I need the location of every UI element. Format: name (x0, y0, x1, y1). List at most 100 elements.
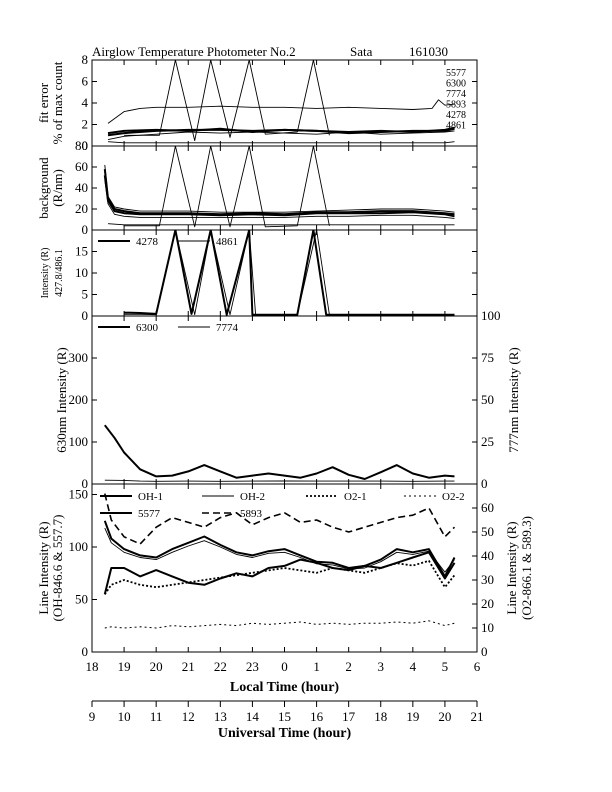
line-intensity-ytick-label: 150 (69, 487, 89, 502)
line-intensity-legend-label: O2-2 (442, 491, 465, 503)
ut-tick-label: 15 (278, 709, 291, 724)
intensity-630-777-ylabel-right: 777nm Intensity (R) (506, 347, 521, 452)
ut-tick-label: 9 (89, 709, 96, 724)
series-line-line-intensity-OH-2 (104, 527, 455, 573)
ut-tick-label: 19 (406, 709, 419, 724)
line-intensity-ytick-right-label: 20 (481, 596, 494, 611)
background-ytick-label: 40 (75, 180, 88, 195)
intensity-630-777-legend-label: 6300 (136, 322, 159, 334)
background-ylabel: background (36, 157, 51, 219)
series-line-intensity-4278-4278 (124, 230, 455, 316)
panel-intensity-4278: 0 5 10 15 Intensity (R) 427.8/486.1 4278 4861 (40, 229, 478, 323)
intensity-630-777-ytick-right-label: 0 (481, 476, 488, 491)
series-line-background-5893 (104, 164, 455, 213)
line-intensity-ytick-right-label: 10 (481, 620, 494, 635)
line-intensity-ylabel: Line Intensity (R) (36, 521, 51, 614)
series-line-line-intensity-O2-2 (104, 620, 455, 629)
line-intensity-ytick-label: 50 (75, 592, 88, 607)
intensity-630-777-ytick-label: 200 (69, 392, 89, 407)
fit-error-series-label: 5893 (446, 100, 466, 111)
background-series-group (103, 146, 455, 228)
line-intensity-series-group (103, 493, 456, 629)
intensity-630-777-ytick-right-label: 100 (481, 308, 501, 323)
title-date: 161030 (409, 44, 448, 59)
intensity-630-777-ytick-right-label: 25 (481, 434, 494, 449)
ut-tick-label: 17 (342, 709, 356, 724)
ut-tick-label: 13 (214, 709, 227, 724)
background-ytick-label: 0 (82, 222, 89, 237)
series-line-line-intensity-5577 (103, 551, 456, 595)
series-line-background-4861 (107, 223, 455, 226)
ut-axis-label: Universal Time (hour) (218, 726, 352, 741)
local-time-tick-label: 22 (214, 659, 227, 674)
series-line-intensity-630-777-7774 (104, 479, 455, 482)
series-line-line-intensity-OH-1 (103, 520, 456, 578)
intensity-630-777-ytick-label: 100 (69, 434, 89, 449)
panel-line-intensity: 0 50 100 150 0 10 20 30 40 50 60 Line Intensity (R)… (36, 483, 534, 659)
fit-error-series-label: 7774 (446, 89, 466, 100)
fit-error-ytick-label: 8 (82, 52, 89, 67)
fit-error-ylabel: fit error (36, 82, 51, 123)
figure-title: Airglow Temperature Photometer No.2 Sata… (92, 44, 448, 59)
local-time-tick-label: 19 (118, 659, 131, 674)
local-time-tick-label: 18 (86, 659, 99, 674)
local-time-tick-label: 1 (313, 659, 320, 674)
series-line-fit-error-5893 (107, 127, 455, 135)
background-ytick-label: 80 (75, 138, 88, 153)
intensity-4278-ytick-label: 10 (75, 265, 88, 280)
fit-error-ylabel: % of max count (50, 61, 65, 144)
line-intensity-legend-label: 5577 (138, 508, 161, 520)
line-intensity-ytick-right-label: 60 (481, 500, 494, 515)
local-time-tick-label: 6 (474, 659, 481, 674)
line-intensity-ytick-right-label: 50 (481, 524, 494, 539)
background-ytick-label: 60 (75, 159, 88, 174)
intensity-4278-ytick-label: 0 (82, 308, 89, 323)
line-intensity-ytick-right-label: 0 (481, 644, 488, 659)
local-time-axis-label: Local Time (hour) (230, 680, 339, 695)
local-time-tick-label: 21 (182, 659, 195, 674)
series-line-line-intensity-O2-1 (104, 559, 456, 595)
intensity-630-777-ytick-right-label: 50 (481, 392, 494, 407)
intensity-4278-series-group (124, 230, 455, 316)
background-ylabel: (R/nm) (50, 169, 65, 207)
panel-fit-error: 0 2 4 6 8 fit error% of max count 557763007774… (36, 52, 478, 153)
intensity-630-777-ytick-label: 0 (82, 476, 89, 491)
line-intensity-ylabel: (OH-846.6 & 557.7) (50, 515, 65, 622)
background-ytick-label: 20 (75, 201, 88, 216)
intensity-630-777-ytick-right-label: 75 (481, 350, 494, 365)
fit-error-series-label: 6300 (446, 79, 466, 90)
line-intensity-ytick-label: 0 (82, 644, 89, 659)
local-time-tick-label: 2 (345, 659, 352, 674)
ut-tick-label: 16 (310, 709, 324, 724)
local-time-tick-label: 3 (378, 659, 385, 674)
line-intensity-legend-label: OH-1 (138, 491, 163, 503)
title-instrument: Airglow Temperature Photometer No.2 (92, 44, 296, 59)
series-line-fit-error-5577 (107, 99, 455, 124)
series-line-intensity-4278-4861 (124, 230, 455, 316)
line-intensity-legend-label: 5893 (240, 508, 263, 520)
ut-tick-label: 21 (471, 709, 484, 724)
panel-background: 0 20 40 60 80 background (R/nm) (36, 138, 478, 237)
line-intensity-ylabel-right: Line Intensity (R) (504, 521, 519, 614)
line-intensity-ytick-right-label: 30 (481, 572, 494, 587)
series-line-background-7774 (104, 179, 455, 219)
title-site: Sata (350, 44, 373, 59)
ut-tick-label: 12 (182, 709, 195, 724)
series-line-background-4278 (124, 146, 330, 228)
series-line-background-5577 (103, 175, 455, 218)
fit-error-ytick-label: 0 (82, 138, 89, 153)
ut-tick-label: 11 (150, 709, 163, 724)
intensity-630-777-series-group (104, 424, 455, 482)
series-line-intensity-630-777-6300 (104, 424, 455, 480)
intensity-630-777-legend-label: 7774 (216, 322, 239, 334)
ut-tick-label: 20 (438, 709, 451, 724)
local-time-tick-label: 5 (442, 659, 449, 674)
intensity-630-777-ylabel: 630nm Intensity (R) (54, 347, 69, 452)
intensity-4278-ytick-label: 5 (82, 287, 89, 302)
line-intensity-legend-label: O2-1 (344, 491, 367, 503)
local-time-tick-label: 0 (281, 659, 288, 674)
intensity-4278-ylabel: 427.8/486.1 (54, 249, 65, 297)
